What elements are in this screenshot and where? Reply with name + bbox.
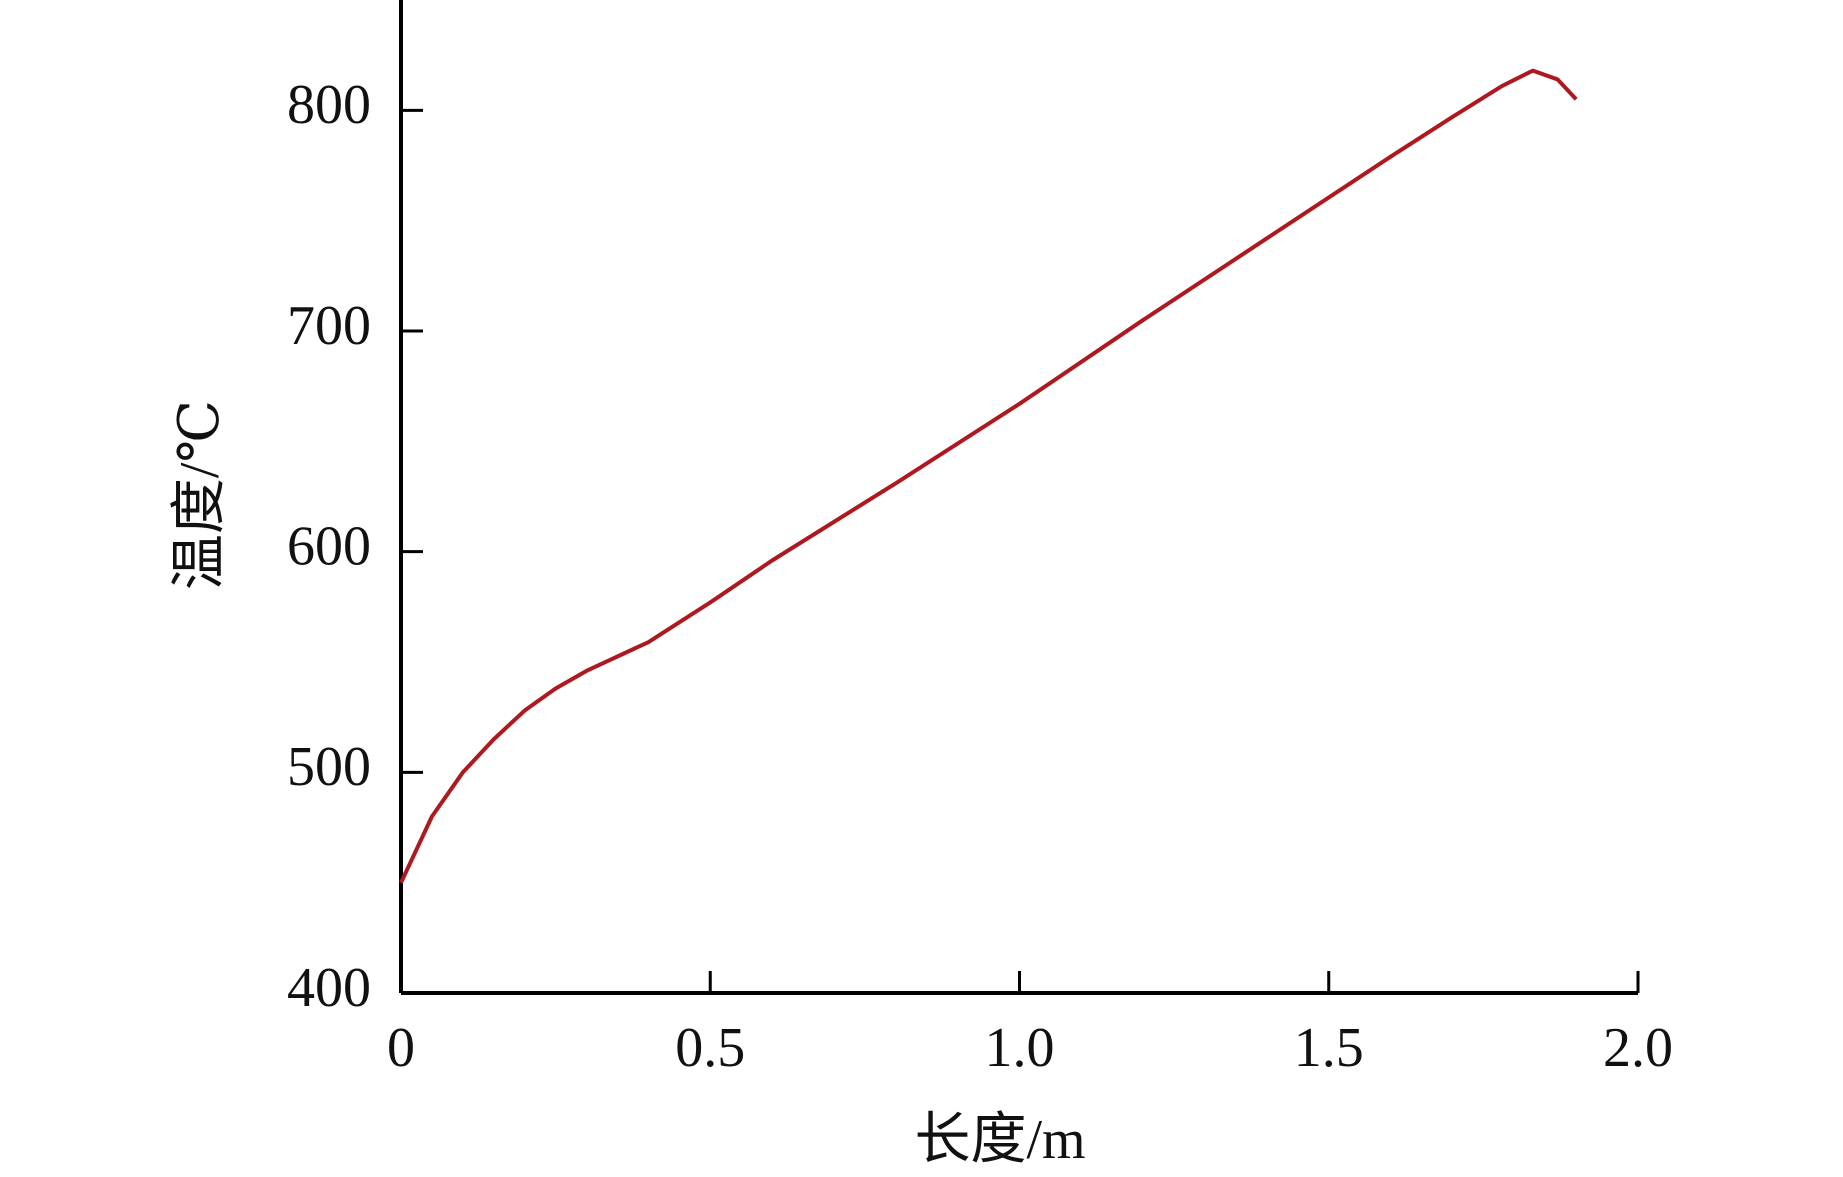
x-tick-label: 0.5 bbox=[675, 1017, 745, 1079]
y-tick-label: 400 bbox=[287, 957, 371, 1019]
line bbox=[399, 68, 1578, 884]
y-tick-label: 800 bbox=[287, 74, 371, 136]
y-tick-label: 700 bbox=[287, 295, 371, 357]
x-axis-label: 长度/m bbox=[914, 1109, 1085, 1171]
x-tick-label: 2.0 bbox=[1603, 1017, 1673, 1079]
y-tick-label: 600 bbox=[287, 516, 371, 578]
x-tick-label: 1.5 bbox=[1294, 1017, 1364, 1079]
x-tick-label: 1.0 bbox=[985, 1017, 1055, 1079]
x-tick-label: 0 bbox=[387, 1017, 415, 1079]
y-tick-label: 500 bbox=[287, 736, 371, 798]
y-axis-label: 温度/℃ bbox=[169, 400, 231, 590]
